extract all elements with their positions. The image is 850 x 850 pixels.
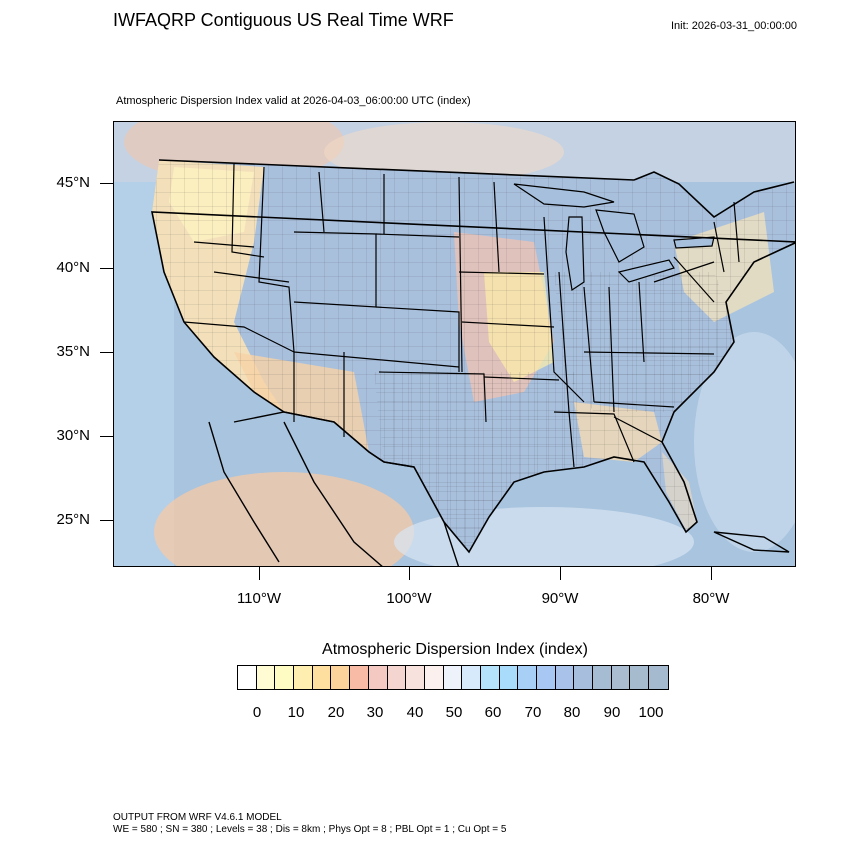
lon-tick bbox=[560, 567, 561, 580]
mexico-gulf-coast bbox=[443, 521, 460, 566]
colorbar-swatch bbox=[350, 666, 369, 689]
lon-label-80: 80°W bbox=[692, 590, 730, 607]
lake-huron bbox=[595, 209, 645, 263]
footer-config: WE = 580 ; SN = 380 ; Levels = 38 ; Dis … bbox=[113, 824, 507, 835]
colorbar-swatch bbox=[368, 666, 388, 689]
colorbar-label: 40 bbox=[406, 704, 424, 721]
colorbar-label: 70 bbox=[524, 704, 542, 721]
lon-label-100: 100°W bbox=[386, 590, 432, 607]
atlantic-light bbox=[694, 332, 795, 552]
colorbar-label: 90 bbox=[603, 704, 621, 721]
lake-michigan bbox=[565, 216, 585, 292]
colorbar-label: 80 bbox=[563, 704, 581, 721]
colorbar-title: Atmospheric Dispersion Index (index) bbox=[322, 641, 588, 658]
colorbar-label: 0 bbox=[252, 704, 262, 721]
lake-erie bbox=[617, 259, 675, 283]
plot-title: IWFAQRP Contiguous US Real Time WRF bbox=[113, 10, 454, 30]
mexico-west-coast bbox=[283, 421, 383, 566]
colorbar-swatch bbox=[499, 666, 519, 689]
lat-label-45: 45°N bbox=[56, 174, 90, 191]
colorbar-label: 20 bbox=[327, 704, 345, 721]
lat-tick bbox=[100, 183, 113, 184]
footer-model: OUTPUT FROM WRF V4.6.1 MODEL bbox=[113, 812, 282, 823]
lon-tick bbox=[409, 567, 410, 580]
lat-tick bbox=[100, 520, 113, 521]
colorbar-label: 50 bbox=[445, 704, 463, 721]
colorbar-swatch bbox=[537, 666, 556, 689]
lat-label-35: 35°N bbox=[56, 343, 90, 360]
colorbar-swatch bbox=[630, 666, 650, 689]
colorbar-swatch bbox=[462, 666, 481, 689]
colorbar-swatch bbox=[387, 666, 407, 689]
lon-label-110: 110°W bbox=[236, 590, 282, 607]
us-mexico-border bbox=[233, 411, 415, 468]
colorbar-swatch bbox=[480, 666, 500, 689]
colorbar-swatch bbox=[424, 666, 444, 689]
colorbar-swatch bbox=[555, 666, 575, 689]
mexico-warm bbox=[154, 472, 414, 566]
colorbar-swatch bbox=[238, 666, 257, 689]
state-borders bbox=[183, 163, 740, 468]
colorbar-swatch bbox=[294, 666, 313, 689]
lake-superior bbox=[513, 183, 615, 208]
lat-label-30: 30°N bbox=[56, 427, 90, 444]
lat-tick bbox=[100, 268, 113, 269]
baja-coast bbox=[208, 421, 280, 563]
field-subtitle: Atmospheric Dispersion Index valid at 20… bbox=[116, 95, 471, 107]
colorbar-swatch bbox=[256, 666, 276, 689]
map-panel bbox=[113, 121, 796, 567]
init-time: Init: 2026-03-31_00:00:00 bbox=[671, 20, 797, 32]
colorbar-label: 60 bbox=[484, 704, 502, 721]
us-outline bbox=[151, 159, 795, 554]
colorbar-swatch bbox=[275, 666, 295, 689]
lon-tick bbox=[711, 567, 712, 580]
lat-label-25: 25°N bbox=[56, 511, 90, 528]
canada-warm-patch-east bbox=[324, 122, 564, 182]
colorbar-label: 100 bbox=[638, 704, 664, 721]
lon-label-90: 90°W bbox=[541, 590, 579, 607]
colorbar-swatch bbox=[574, 666, 594, 689]
colorbar-swatch bbox=[611, 666, 631, 689]
colorbar-label: 10 bbox=[287, 704, 305, 721]
colorbar-swatch bbox=[312, 666, 332, 689]
colorbar-swatch bbox=[518, 666, 537, 689]
colorbar-swatch bbox=[649, 666, 668, 689]
colorbar bbox=[237, 665, 669, 690]
lat-tick bbox=[100, 436, 113, 437]
colorbar-label: 30 bbox=[366, 704, 384, 721]
colorbar-swatch bbox=[443, 666, 463, 689]
map-svg bbox=[114, 122, 795, 566]
lat-tick bbox=[100, 352, 113, 353]
colorbar-swatch bbox=[331, 666, 351, 689]
lat-label-40: 40°N bbox=[56, 259, 90, 276]
lon-tick bbox=[259, 567, 260, 580]
cuba bbox=[713, 531, 790, 553]
colorbar-swatch bbox=[406, 666, 425, 689]
colorbar-swatch bbox=[593, 666, 612, 689]
